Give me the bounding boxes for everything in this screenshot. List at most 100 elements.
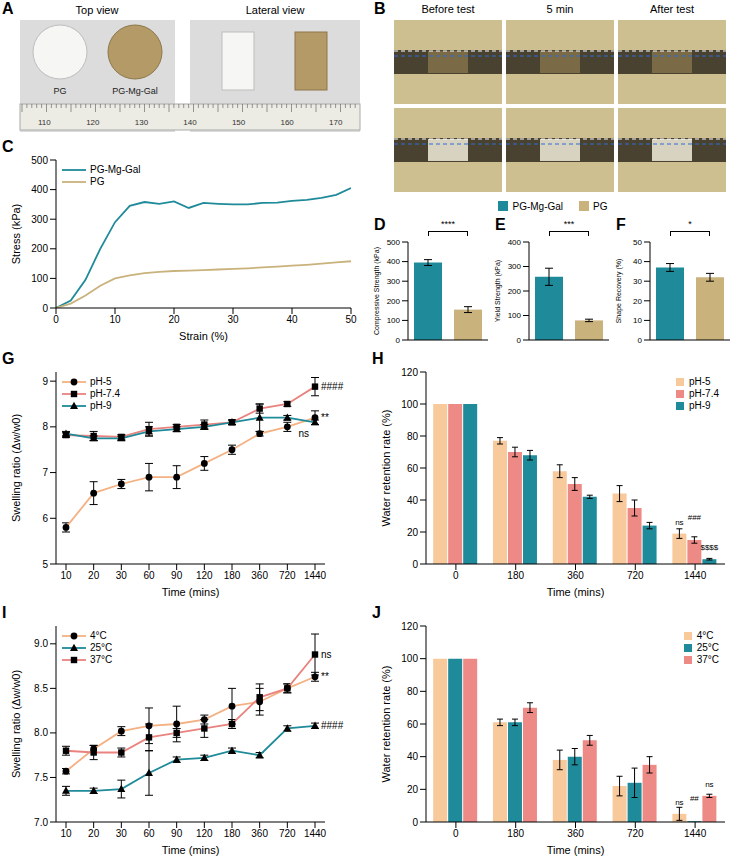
svg-text:360: 360 [567, 570, 584, 581]
svg-text:500: 500 [387, 238, 401, 247]
svg-text:**: ** [321, 412, 329, 423]
svg-text:200: 200 [508, 287, 522, 296]
svg-text:Time (mins): Time (mins) [162, 586, 220, 598]
svg-text:ns: ns [298, 428, 309, 439]
svg-text:Compressive Strength (kPa): Compressive Strength (kPa) [373, 247, 381, 335]
svg-text:####: #### [321, 720, 344, 731]
svg-text:20: 20 [407, 527, 419, 538]
svg-text:200: 200 [387, 297, 401, 306]
svg-text:6: 6 [42, 513, 48, 524]
svg-text:Time (mins): Time (mins) [547, 586, 605, 598]
svg-text:360: 360 [251, 828, 268, 839]
svg-text:Lateral view: Lateral view [246, 4, 305, 16]
svg-text:50: 50 [633, 238, 642, 247]
svg-text:100: 100 [387, 316, 401, 325]
svg-text:40: 40 [407, 751, 419, 762]
svg-text:7: 7 [42, 467, 48, 478]
svg-text:Stress (kPa): Stress (kPa) [10, 204, 22, 265]
svg-text:300: 300 [31, 214, 48, 225]
svg-text:##: ## [690, 794, 699, 803]
svg-text:8: 8 [42, 421, 48, 432]
svg-text:0: 0 [453, 828, 459, 839]
svg-text:500: 500 [31, 155, 48, 166]
svg-text:40: 40 [407, 495, 419, 506]
svg-text:400: 400 [31, 184, 48, 195]
svg-text:Water retention rate (%): Water retention rate (%) [380, 410, 392, 527]
svg-text:120: 120 [401, 367, 418, 378]
svg-text:###: ### [688, 513, 702, 522]
svg-text:9.0: 9.0 [34, 638, 48, 649]
svg-text:Shape Recovery (%): Shape Recovery (%) [615, 259, 623, 324]
svg-text:100: 100 [401, 399, 418, 410]
svg-text:10: 10 [60, 570, 72, 581]
svg-text:10: 10 [633, 316, 642, 325]
svg-text:180: 180 [224, 828, 241, 839]
svg-text:8.5: 8.5 [34, 683, 48, 694]
svg-text:Time (mins): Time (mins) [547, 844, 605, 856]
svg-text:80: 80 [407, 431, 419, 442]
svg-text:160: 160 [280, 118, 294, 127]
svg-text:0: 0 [638, 336, 643, 345]
svg-text:10: 10 [109, 314, 121, 325]
svg-text:0: 0 [517, 336, 522, 345]
svg-text:720: 720 [279, 570, 296, 581]
svg-text:90: 90 [171, 570, 183, 581]
svg-text:0: 0 [412, 559, 418, 570]
svg-text:Strain (%): Strain (%) [179, 330, 228, 342]
svg-text:9: 9 [42, 376, 48, 387]
svg-text:20: 20 [88, 828, 100, 839]
svg-text:0: 0 [412, 817, 418, 828]
svg-text:720: 720 [627, 570, 644, 581]
svg-text:180: 180 [507, 828, 524, 839]
svg-text:110: 110 [38, 118, 51, 127]
svg-text:1440: 1440 [304, 828, 327, 839]
svg-text:30: 30 [227, 314, 239, 325]
svg-text:360: 360 [251, 570, 268, 581]
svg-text:$$$$: $$$$ [700, 543, 718, 552]
svg-text:50: 50 [345, 314, 357, 325]
svg-text:140: 140 [183, 118, 197, 127]
svg-text:ns: ns [705, 780, 713, 789]
svg-text:Yield Strength (kPa): Yield Strength (kPa) [494, 260, 502, 322]
svg-text:60: 60 [143, 828, 155, 839]
svg-text:PG: PG [53, 86, 66, 96]
svg-text:Before test: Before test [421, 3, 474, 15]
svg-text:30: 30 [116, 828, 128, 839]
svg-text:120: 120 [196, 828, 213, 839]
svg-text:ns: ns [675, 518, 683, 527]
svg-text:30: 30 [116, 570, 128, 581]
svg-text:360: 360 [567, 828, 584, 839]
svg-text:300: 300 [508, 262, 522, 271]
svg-text:30: 30 [633, 277, 642, 286]
svg-text:8.0: 8.0 [34, 727, 48, 738]
svg-text:720: 720 [279, 828, 296, 839]
svg-text:40: 40 [633, 257, 642, 266]
svg-text:20: 20 [88, 570, 100, 581]
svg-text:20: 20 [168, 314, 180, 325]
svg-text:Top view: Top view [76, 4, 119, 16]
svg-text:0: 0 [53, 314, 59, 325]
svg-text:1440: 1440 [304, 570, 327, 581]
svg-text:130: 130 [135, 118, 149, 127]
svg-text:Time (mins): Time (mins) [162, 844, 220, 856]
svg-text:100: 100 [31, 273, 48, 284]
svg-text:Swelling ratio (Δw/w0): Swelling ratio (Δw/w0) [10, 414, 22, 522]
svg-text:ns: ns [321, 649, 332, 660]
svg-text:120: 120 [86, 118, 100, 127]
svg-text:5 min: 5 min [547, 3, 574, 15]
svg-text:200: 200 [31, 243, 48, 254]
svg-text:300: 300 [387, 277, 401, 286]
svg-text:ns: ns [675, 798, 683, 807]
svg-text:180: 180 [224, 570, 241, 581]
svg-text:20: 20 [407, 784, 419, 795]
svg-text:5: 5 [42, 559, 48, 570]
svg-text:60: 60 [407, 719, 419, 730]
svg-text:80: 80 [407, 686, 419, 697]
svg-text:1440: 1440 [684, 570, 707, 581]
svg-text:10: 10 [60, 828, 72, 839]
svg-text:120: 120 [401, 621, 418, 632]
svg-text:40: 40 [286, 314, 298, 325]
svg-text:PG-Mg-Gal: PG-Mg-Gal [112, 86, 158, 96]
svg-text:0: 0 [42, 303, 48, 314]
svg-text:20: 20 [633, 297, 642, 306]
